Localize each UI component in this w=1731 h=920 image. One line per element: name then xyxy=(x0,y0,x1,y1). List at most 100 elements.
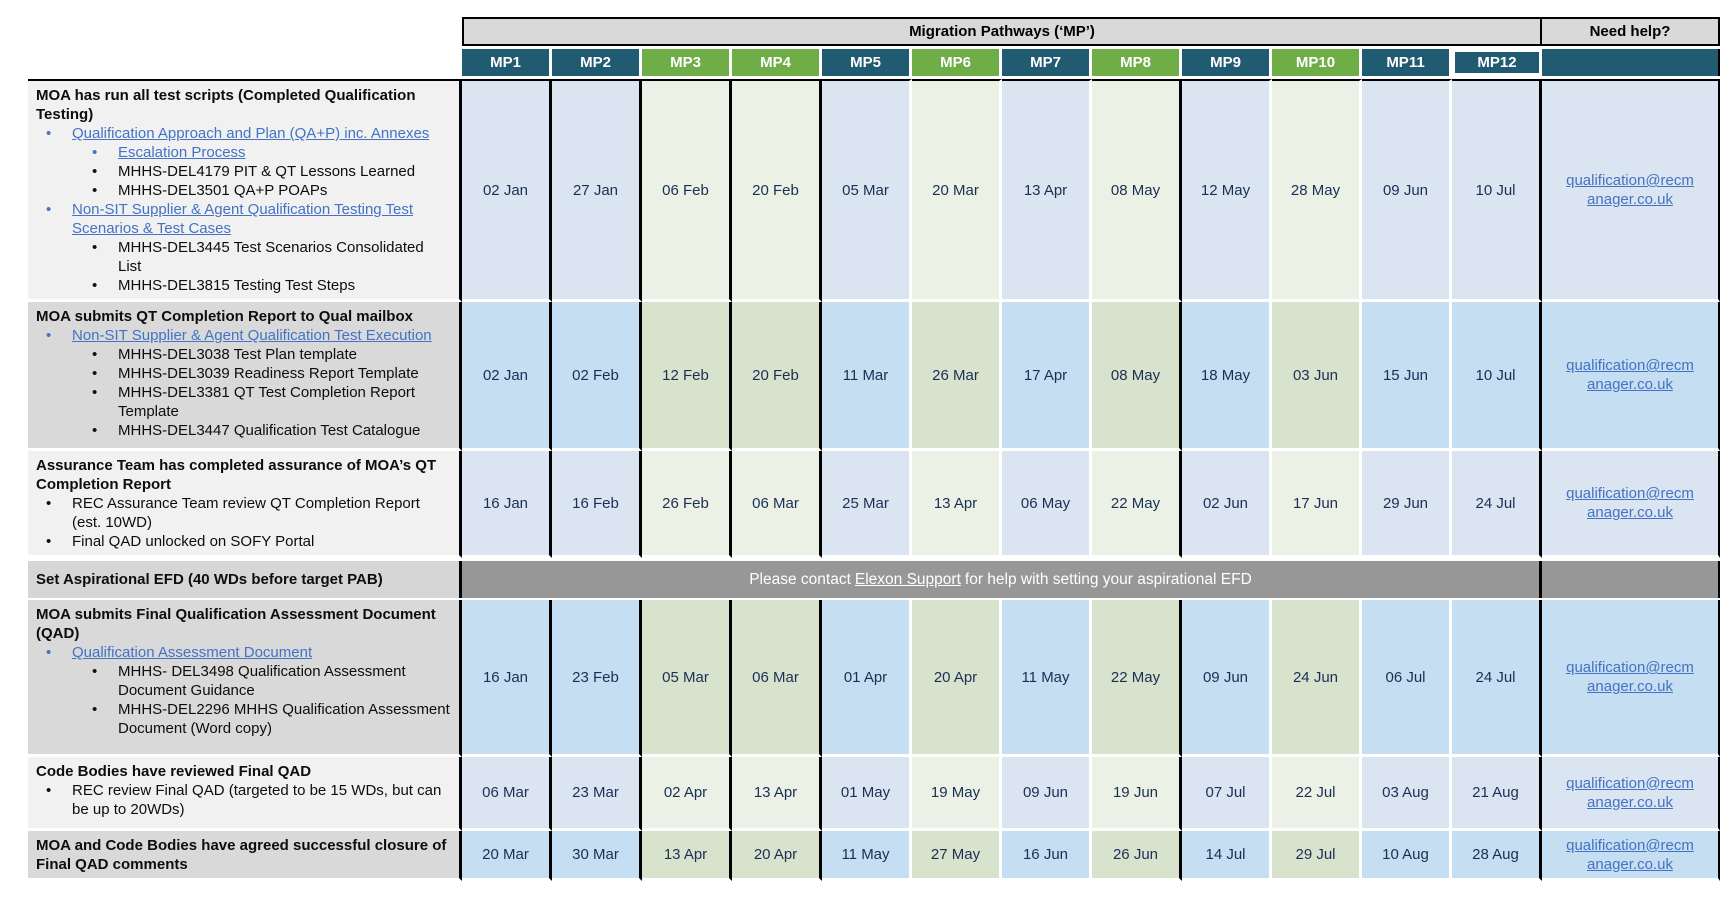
task-item: • Non-SIT Supplier & Agent Qualification … xyxy=(36,200,451,238)
table-row: Code Bodies have reviewed Final QAD • REC … xyxy=(28,757,1723,831)
task-item: • Qualification Approach and Plan (QA+P) … xyxy=(36,124,451,143)
mp-column-header-mp1: MP1 xyxy=(462,49,552,76)
header-spacer xyxy=(28,17,462,46)
email-line-2: anager.co.uk xyxy=(1587,793,1673,811)
task-item: • MHHS-DEL3501 QA+P POAPs xyxy=(36,181,451,200)
task-item: • MHHS-DEL4179 PIT & QT Lessons Learned xyxy=(36,162,451,181)
doc-link[interactable]: Qualification Assessment Document xyxy=(72,644,313,661)
date-cell: 20 Mar xyxy=(462,831,552,881)
doc-link[interactable]: Non-SIT Supplier & Agent Qualification T… xyxy=(72,201,414,237)
email-line-1: qualification@recm xyxy=(1566,485,1694,502)
email-link[interactable]: qualification@recm anager.co.uk xyxy=(1566,171,1694,209)
efd-banner: Please contact Elexon Support for help w… xyxy=(462,561,1542,598)
help-cell-efd xyxy=(1542,561,1720,598)
task-cell: MOA has run all test scripts (Completed … xyxy=(28,79,462,302)
date-cell: 03 Jun xyxy=(1272,302,1362,451)
table-row: Set Aspirational EFD (40 WDs before targ… xyxy=(28,561,1723,598)
table-row: MOA has run all test scripts (Completed … xyxy=(28,79,1723,302)
task-cell: Set Aspirational EFD (40 WDs before targ… xyxy=(28,561,462,598)
task-note: MHHS- DEL3498 Qualification Assessment D… xyxy=(118,663,406,699)
bullet-icon: • xyxy=(46,533,52,550)
doc-link[interactable]: Qualification Approach and Plan (QA+P) i… xyxy=(72,125,430,142)
bullet-icon: • xyxy=(46,644,52,661)
table-body: MOA has run all test scripts (Completed … xyxy=(28,79,1723,881)
date-cell: 17 Jun xyxy=(1272,451,1362,558)
date-cell: 01 May xyxy=(822,757,912,831)
date-cell: 05 Mar xyxy=(642,600,732,757)
task-cell: MOA and Code Bodies have agreed successf… xyxy=(28,831,462,881)
email-line-1: qualification@recm xyxy=(1566,836,1694,854)
table-row: MOA and Code Bodies have agreed successf… xyxy=(28,831,1723,881)
date-cell: 16 Jan xyxy=(462,600,552,757)
task-title: MOA has run all test scripts (Completed … xyxy=(36,87,416,123)
task-title: MOA submits Final Qualification Assessme… xyxy=(36,606,436,642)
date-cell: 15 Jun xyxy=(1362,302,1452,451)
date-cell: 23 Mar xyxy=(552,757,642,831)
elexon-support-link[interactable]: Elexon Support xyxy=(854,570,961,588)
doc-link[interactable]: Escalation Process xyxy=(118,144,246,161)
date-cell: 10 Aug xyxy=(1362,831,1452,881)
date-cell: 23 Feb xyxy=(552,600,642,757)
mp-column-header-mp8: MP8 xyxy=(1092,49,1182,76)
email-link[interactable]: qualification@recm anager.co.uk xyxy=(1566,356,1694,394)
date-cell: 22 Jul xyxy=(1272,757,1362,831)
email-link[interactable]: qualification@recm anager.co.uk xyxy=(1566,836,1694,874)
bullet-icon: • xyxy=(92,663,98,680)
help-cell: qualification@recm anager.co.uk xyxy=(1542,451,1720,558)
date-cell: 09 Jun xyxy=(1002,757,1092,831)
task-note: MHHS-DEL4179 PIT & QT Lessons Learned xyxy=(118,163,416,180)
mp-column-header-mp4: MP4 xyxy=(732,49,822,76)
task-title: Code Bodies have reviewed Final QAD xyxy=(36,763,312,780)
task-cell: MOA submits QT Completion Report to Qual… xyxy=(28,302,462,451)
task-title: MOA and Code Bodies have agreed successf… xyxy=(36,837,447,873)
help-cell: qualification@recm anager.co.uk xyxy=(1542,757,1720,831)
task-cell: MOA submits Final Qualification Assessme… xyxy=(28,600,462,757)
email-line-1: qualification@recm xyxy=(1566,774,1694,792)
date-cell: 20 Feb xyxy=(732,302,822,451)
email-line-2: anager.co.uk xyxy=(1587,855,1673,873)
date-cell: 12 May xyxy=(1182,79,1272,302)
date-cell: 06 May xyxy=(1002,451,1092,558)
table-row: MOA submits QT Completion Report to Qual… xyxy=(28,302,1723,451)
efd-banner-text: Please contact xyxy=(749,570,851,588)
date-cell: 02 Feb xyxy=(552,302,642,451)
date-cell: 26 Feb xyxy=(642,451,732,558)
migration-pathways-header: Migration Pathways (‘MP’) xyxy=(462,17,1542,46)
table-row: MOA submits Final Qualification Assessme… xyxy=(28,600,1723,757)
date-cell: 27 May xyxy=(912,831,1002,881)
email-line-1: qualification@recm xyxy=(1566,357,1694,374)
email-link[interactable]: qualification@recm anager.co.uk xyxy=(1566,484,1694,522)
task-item: • MHHS-DEL3039 Readiness Report Template xyxy=(36,364,451,383)
help-cell: qualification@recm anager.co.uk xyxy=(1542,79,1720,302)
bullet-icon: • xyxy=(92,422,98,439)
date-cell: 13 Apr xyxy=(912,451,1002,558)
date-cell: 06 Mar xyxy=(462,757,552,831)
task-cell: Assurance Team has completed assurance o… xyxy=(28,451,462,558)
date-cell: 25 Mar xyxy=(822,451,912,558)
task-item: • Final QAD unlocked on SOFY Portal xyxy=(36,532,451,551)
task-item: • MHHS-DEL2296 MHHS Qualification Assessm… xyxy=(36,700,451,738)
task-item: • MHHS-DEL3815 Testing Test Steps xyxy=(36,276,451,295)
email-line-2: anager.co.uk xyxy=(1587,504,1673,521)
date-cell: 07 Jul xyxy=(1182,757,1272,831)
date-cell: 26 Jun xyxy=(1092,831,1182,881)
email-line-2: anager.co.uk xyxy=(1587,191,1673,208)
task-note: REC Assurance Team review QT Completion … xyxy=(72,495,420,531)
date-cell: 13 Apr xyxy=(732,757,822,831)
email-link[interactable]: qualification@recm anager.co.uk xyxy=(1566,658,1694,696)
date-cell: 22 May xyxy=(1092,451,1182,558)
task-note: MHHS-DEL2296 MHHS Qualification Assessme… xyxy=(118,701,450,737)
bullet-icon: • xyxy=(46,327,52,344)
date-cell: 16 Feb xyxy=(552,451,642,558)
doc-link[interactable]: Non-SIT Supplier & Agent Qualification T… xyxy=(72,327,432,344)
migration-pathways-table: Migration Pathways (‘MP’) Need help? MP1… xyxy=(28,17,1723,881)
bullet-icon: • xyxy=(46,201,52,218)
email-line-1: qualification@recm xyxy=(1566,172,1694,189)
email-line-1: qualification@recm xyxy=(1566,659,1694,676)
bullet-icon: • xyxy=(46,495,52,512)
bullet-icon: • xyxy=(92,144,98,161)
date-cell: 06 Jul xyxy=(1362,600,1452,757)
mp-column-header-mp10: MP10 xyxy=(1272,49,1362,76)
mp-column-header-mp11: MP11 xyxy=(1362,49,1452,76)
email-link[interactable]: qualification@recm anager.co.uk xyxy=(1566,774,1694,812)
